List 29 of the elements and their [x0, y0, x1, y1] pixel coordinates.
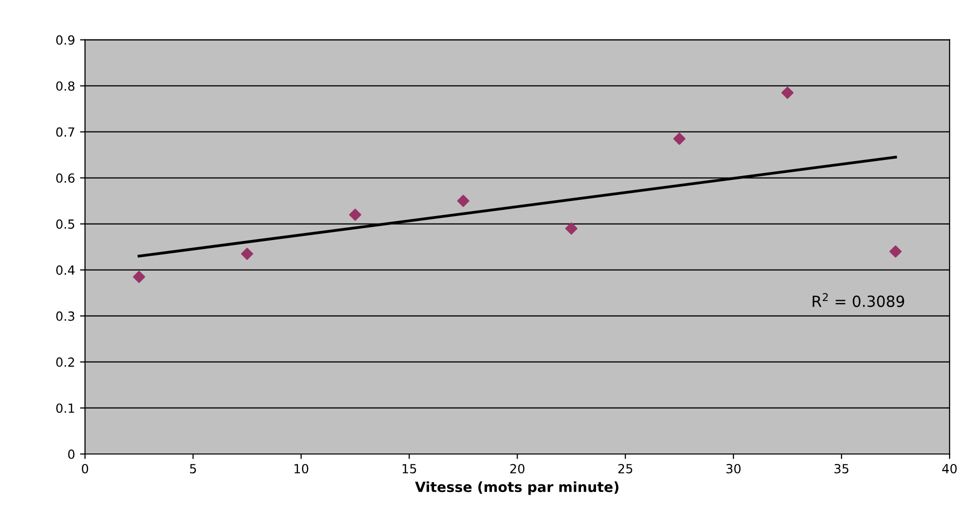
y-tick-label: 0.4	[56, 265, 75, 275]
x-tick-label: 40	[942, 464, 957, 474]
point	[349, 208, 362, 221]
y-tick-label: 0.2	[56, 357, 74, 367]
x-tick-label: 10	[294, 464, 308, 474]
point	[132, 270, 146, 283]
y-tick-label: 0.3	[56, 311, 74, 321]
y-tick-label: 0.7	[56, 127, 74, 137]
x-tick-label: 25	[618, 464, 632, 474]
x-axis-title: Vitesse (mots par minute)	[415, 481, 618, 495]
point	[241, 248, 254, 260]
point	[673, 132, 686, 145]
y-tick-label: 0.8	[56, 81, 74, 91]
y-tick-label: 0.6	[56, 173, 74, 183]
x-tick-label: 35	[834, 464, 848, 474]
x-tick-label: 30	[726, 464, 741, 474]
point	[457, 194, 470, 207]
y-tick-label: 0.5	[56, 219, 74, 229]
x-tick-label: 0	[82, 464, 88, 474]
point	[565, 222, 578, 235]
point	[889, 245, 902, 258]
y-tick-label: 0.1	[56, 403, 74, 413]
y-tick-label: 0.9	[56, 35, 74, 45]
x-tick-label: 20	[510, 464, 524, 474]
x-tick-label: 15	[402, 464, 416, 474]
annotation: R$^{2}$ = 0.3089	[812, 293, 904, 308]
point	[781, 86, 794, 99]
x-tick-label: 5	[190, 464, 196, 474]
y-tick-label: 0	[68, 449, 74, 459]
